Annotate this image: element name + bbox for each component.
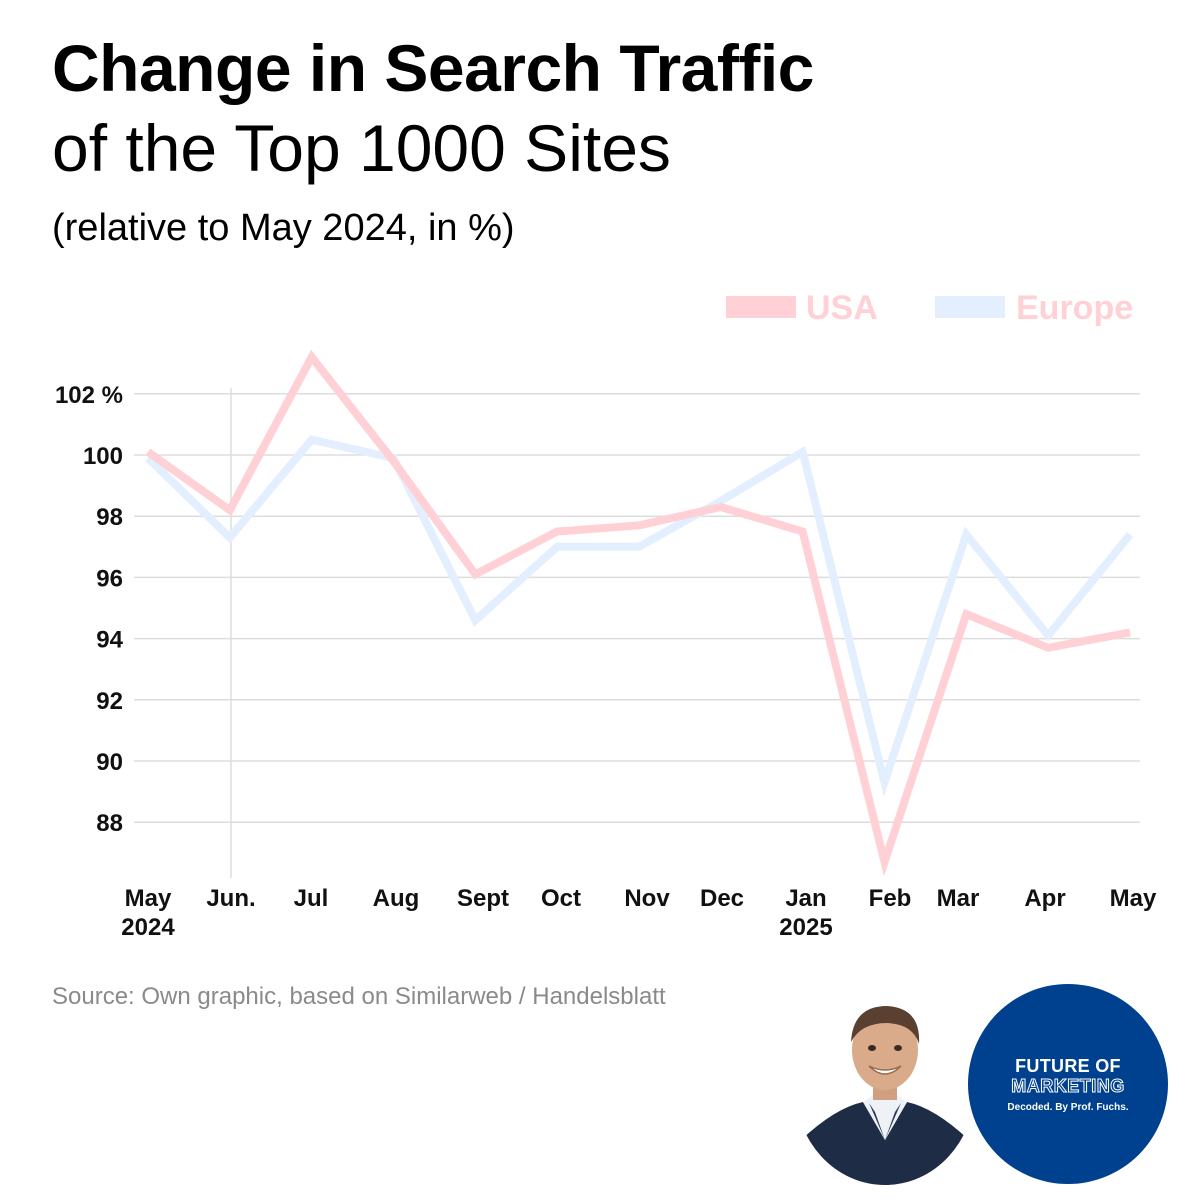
x-tick-label: Jan 2025 [779,885,832,941]
series-lines [145,349,1134,877]
data-point-usa [720,506,722,508]
badge-tagline: Decoded. By Prof. Fuchs. [1007,1101,1129,1113]
y-tick-label: 96 [96,565,123,592]
x-tick-label: Sept [457,885,509,912]
grid-lines [134,388,1140,878]
x-tick-label: Nov [624,885,670,912]
y-tick-label: 92 [96,688,123,715]
y-tick-label: 94 [96,627,123,654]
x-tick-label: Aug [373,885,420,912]
x-tick-label: Apr [1024,885,1065,912]
source-note: Source: Own graphic, based on Similarweb… [52,983,666,1010]
x-axis-ticks: May 2024 Jun. Jul Aug Sept Oct Nov Dec Jan 2025 Feb… [121,885,1157,941]
data-point-europe [802,451,804,453]
data-point-usa [884,861,885,863]
data-point-europe [1129,534,1131,536]
data-point-usa [147,451,149,453]
x-tick-label: Mar [937,885,980,912]
x-tick-label: Jun. [206,885,255,912]
series-line-europe [145,435,1134,797]
data-point-europe [147,457,149,459]
data-point-usa [1129,631,1131,633]
chart-title: Change in Search Traffic [52,31,814,105]
y-axis-ticks: 102 % 100 98 96 94 92 90 88 [55,382,124,837]
x-tick-label: Oct [541,885,581,912]
data-point-europe [720,500,722,502]
author-photo [795,990,975,1185]
chart-title-line-2: of the Top 1000 Sites [52,111,671,185]
chart-subtitle: (relative to May 2024, in %) [52,207,515,249]
data-point-usa [638,524,640,526]
x-tick-label: Jul [294,885,329,912]
x-tick-label: May 2024 [121,885,175,941]
data-point-europe [474,619,476,621]
data-point-europe [229,537,231,539]
data-point-usa [311,356,313,358]
line-chart: 102 % 100 98 96 94 92 90 88 May 2024 Jun. Jul Aug Se… [55,289,1157,941]
badge-line-2: MARKETING [1011,1075,1125,1096]
y-tick-label: 102 % [55,382,123,409]
legend: USA Europe [726,289,1133,327]
data-point-usa [802,531,804,532]
y-tick-label: 100 [83,443,123,470]
brand-badge: FUTURE OF MARKETING Decoded. By Prof. Fu… [968,984,1168,1184]
legend-swatch-europe [935,296,1005,318]
y-tick-label: 90 [96,749,123,776]
data-point-europe [638,546,640,548]
data-point-usa [474,573,476,575]
legend-label-usa: USA [806,289,878,327]
data-point-usa [1047,647,1049,649]
legend-swatch-usa [726,296,796,318]
data-point-europe [965,534,967,536]
data-point-europe [1047,635,1049,637]
series-line-usa [145,349,1131,877]
legend-label-europe: Europe [1016,289,1133,327]
data-point-europe [311,439,313,441]
badge-line-1: FUTURE OF [1015,1055,1121,1076]
x-tick-label: Dec [700,885,744,912]
data-point-usa [229,509,231,511]
data-point-europe [884,781,885,783]
data-point-europe [556,546,558,548]
data-point-usa [393,460,394,462]
y-tick-label: 98 [96,504,123,531]
x-tick-label: Feb [869,885,912,912]
x-tick-label: May [1110,885,1157,912]
data-point-usa [556,531,558,532]
y-tick-label: 88 [96,810,123,837]
data-point-usa [965,613,967,615]
